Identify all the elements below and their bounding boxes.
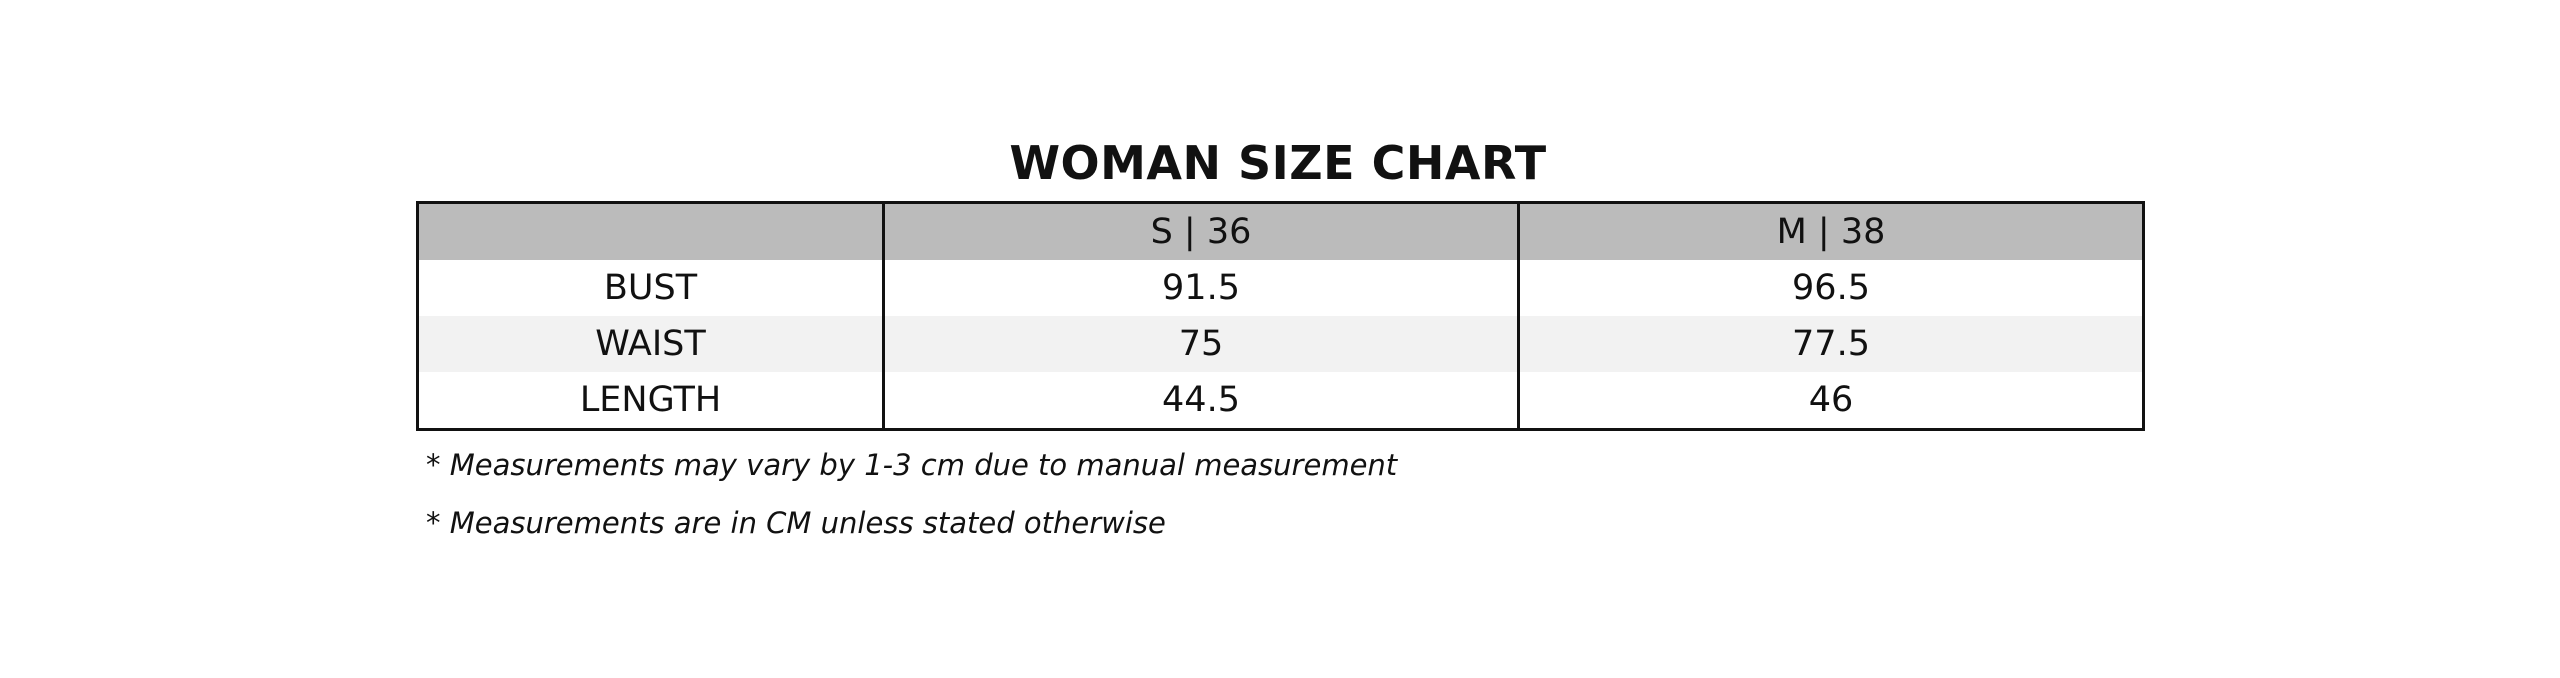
size-table: S | 36 M | 38 BUST 91.5 96.5 WAIST 75 77.5 LENG… [416,201,2145,431]
cell-value: 96.5 [1517,260,2145,316]
title: WOMAN SIZE CHART [1009,136,1547,190]
note: * Measurements are in CM unless stated o… [426,506,1166,540]
table-row: LENGTH 44.5 46 [416,372,2145,430]
cell-value: 77.5 [1517,316,2145,372]
row-label: WAIST [416,316,885,372]
header-cell: M | 38 [1517,202,2145,260]
table-row: BUST 91.5 96.5 [416,260,2145,316]
cell-value: 91.5 [882,260,1520,316]
cell-value: 46 [1517,372,2145,430]
row-label: BUST [416,260,885,316]
note: * Measurements may vary by 1-3 cm due to… [426,448,1398,482]
table-row: WAIST 75 77.5 [416,316,2145,372]
header-cell: S | 36 [882,202,1520,260]
table-header: S | 36 M | 38 [416,202,2145,260]
table-body: BUST 91.5 96.5 WAIST 75 77.5 LENGTH 44.5 46 [416,260,2145,430]
header-row: S | 36 M | 38 [416,202,2145,260]
row-label: LENGTH [416,372,885,430]
header-empty [416,202,885,260]
cell-value: 75 [882,316,1520,372]
cell-value: 44.5 [882,372,1520,430]
